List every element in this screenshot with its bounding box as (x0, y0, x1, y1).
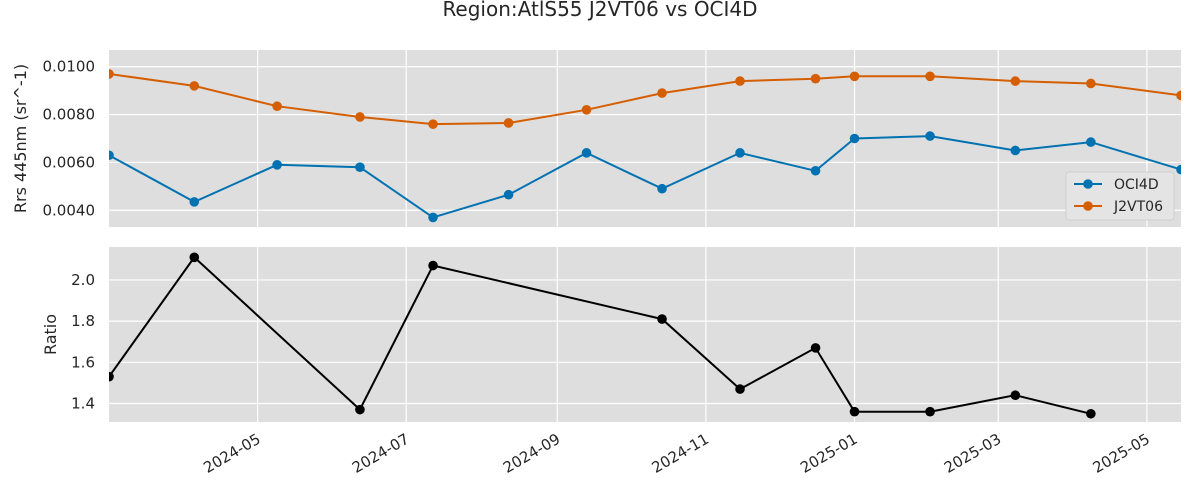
x-tick-label: 2025-05 (1090, 430, 1153, 477)
data-point (1086, 78, 1096, 89)
series-layer (109, 69, 1181, 223)
data-point (849, 406, 860, 417)
chart-title: Region:AtlS55 J2VT06 vs OCI4D (442, 0, 757, 21)
data-point (503, 118, 514, 128)
data-point (272, 101, 282, 112)
x-tick-label: 2025-01 (797, 430, 860, 477)
x-tick-label: 2024-09 (500, 430, 563, 477)
y-tick-label: 2.0 (71, 271, 95, 289)
data-point (189, 197, 200, 207)
data-point (925, 131, 935, 141)
data-point (1086, 137, 1096, 147)
panel-ratio: 1.4 1.6 1.8 2.0 Ratio (41, 247, 1181, 422)
legend-label: J2VT06 (1113, 199, 1163, 215)
y-tick-label: 0.0060 (43, 153, 96, 171)
data-point (925, 406, 935, 417)
x-tick-label: 2024-07 (349, 430, 412, 477)
data-point (1010, 76, 1021, 86)
data-point (735, 148, 745, 158)
plot-background (109, 247, 1181, 422)
data-point (428, 212, 438, 223)
data-point (355, 404, 365, 415)
data-point (657, 314, 667, 324)
x-tick-label: 2024-05 (200, 430, 263, 477)
y-tick-label: 0.0040 (43, 201, 96, 219)
data-point (355, 162, 365, 173)
y-axis-label: Ratio (41, 314, 60, 355)
data-point (849, 71, 860, 82)
data-point (1086, 408, 1096, 419)
legend-marker (1083, 179, 1093, 189)
data-point (109, 371, 114, 382)
data-point (189, 81, 200, 91)
y-tick-label: 1.8 (71, 312, 95, 330)
data-point (735, 76, 745, 86)
data-point (189, 252, 200, 263)
data-point (1010, 390, 1021, 401)
data-point (581, 148, 592, 158)
data-point (657, 88, 667, 98)
y-tick-label: 0.0080 (43, 106, 96, 124)
data-point (581, 104, 592, 115)
legend: OCI4D J2VT06 (1065, 171, 1175, 221)
data-point (355, 112, 365, 122)
data-point (657, 183, 667, 194)
data-point (428, 260, 438, 271)
data-point (503, 189, 514, 200)
data-point (735, 384, 745, 394)
series-layer (109, 252, 1096, 419)
x-tick-label: 2025-03 (941, 430, 1004, 477)
y-tick-label: 1.4 (71, 394, 95, 412)
data-point (109, 69, 114, 79)
data-point (925, 71, 935, 82)
legend-marker (1083, 201, 1093, 211)
data-point (810, 343, 821, 353)
plot-background (109, 50, 1181, 227)
y-axis-label: Rrs 445nm (sr^-1) (11, 64, 30, 213)
data-point (428, 119, 438, 129)
data-point (1010, 145, 1021, 156)
panel-rrs: 0.0040 0.0060 0.0080 0.0100 Rrs 445nm (sr^-1… (11, 50, 1181, 227)
data-point (1176, 90, 1181, 101)
data-point (810, 73, 821, 84)
data-point (109, 150, 114, 161)
data-point (810, 165, 821, 176)
data-point (1176, 164, 1181, 175)
y-tick-label: 0.0100 (43, 58, 96, 76)
x-tick-label: 2024-11 (649, 430, 712, 477)
legend-label: OCI4D (1114, 177, 1159, 193)
data-point (272, 160, 282, 170)
data-point (849, 133, 860, 144)
y-tick-label: 1.6 (71, 353, 95, 371)
